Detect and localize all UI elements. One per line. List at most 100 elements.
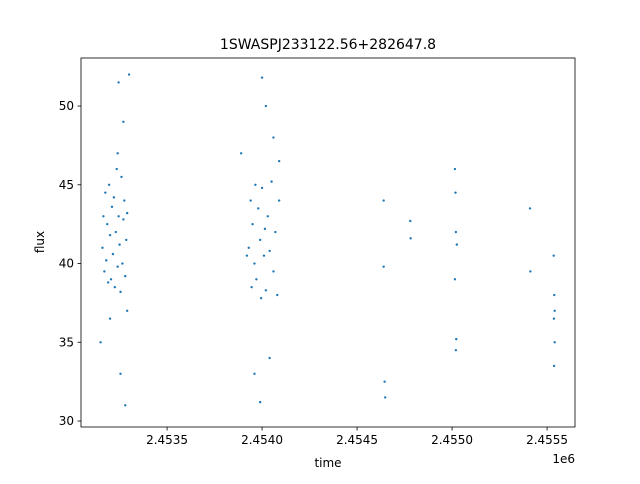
point — [277, 159, 281, 163]
point — [253, 262, 256, 265]
point — [268, 356, 271, 360]
point — [553, 309, 556, 312]
point — [125, 309, 129, 312]
point — [108, 233, 112, 237]
point — [259, 296, 263, 300]
point — [99, 341, 102, 344]
point — [552, 317, 556, 320]
point — [122, 218, 125, 221]
point — [120, 175, 123, 179]
point — [409, 237, 412, 240]
point — [107, 183, 111, 186]
point — [239, 152, 243, 155]
x-tick-label: 2.4535 — [146, 433, 188, 447]
point — [260, 76, 264, 79]
point — [114, 230, 117, 234]
y-tick-label: 45 — [59, 178, 74, 192]
point — [266, 215, 269, 218]
point — [455, 243, 459, 246]
point — [528, 207, 532, 210]
point — [253, 372, 256, 375]
point — [454, 230, 458, 234]
point — [124, 404, 127, 407]
y-tick-label: 40 — [59, 257, 74, 271]
point — [105, 259, 108, 262]
point — [118, 243, 121, 246]
point — [117, 215, 120, 218]
chart-title: 1SWASPJ233122.56+282647.8 — [220, 37, 436, 53]
point — [455, 337, 458, 341]
point — [112, 196, 116, 199]
point — [553, 341, 556, 344]
point — [257, 207, 260, 210]
point — [125, 238, 128, 242]
point — [409, 219, 412, 223]
point — [454, 348, 458, 352]
point — [453, 167, 457, 171]
point — [264, 104, 268, 108]
x-offset-label: 1e6 — [552, 452, 575, 466]
point — [552, 364, 556, 368]
point — [101, 246, 104, 249]
point — [255, 278, 258, 281]
point — [103, 270, 106, 273]
point — [116, 152, 119, 155]
point — [123, 199, 126, 202]
point — [277, 199, 281, 202]
point — [254, 183, 257, 186]
point — [249, 199, 252, 202]
point — [115, 167, 118, 171]
point — [119, 372, 122, 375]
point — [106, 281, 110, 284]
y-tick-label: 35 — [59, 335, 74, 349]
point — [263, 227, 267, 231]
point — [264, 289, 268, 292]
point — [113, 285, 117, 289]
y-tick-label: 30 — [59, 414, 74, 428]
point — [260, 186, 264, 190]
x-tick-label: 2.4540 — [241, 433, 283, 447]
point — [270, 180, 273, 183]
point — [251, 222, 254, 226]
point — [119, 290, 122, 294]
point — [382, 199, 385, 202]
point — [454, 191, 457, 194]
x-tick-label: 2.4545 — [336, 433, 378, 447]
point — [553, 293, 556, 297]
point — [268, 249, 271, 253]
point — [529, 270, 532, 273]
point — [109, 278, 113, 281]
point — [104, 191, 107, 194]
x-axis-label: time — [314, 456, 341, 470]
point — [258, 238, 262, 242]
point — [102, 215, 105, 218]
x-tick-label: 2.4555 — [526, 433, 568, 447]
point — [125, 211, 129, 215]
point — [247, 246, 250, 249]
point — [250, 285, 253, 289]
point — [276, 293, 279, 297]
point — [383, 396, 387, 399]
point — [106, 222, 109, 226]
y-axis-label: flux — [33, 231, 47, 253]
point — [258, 400, 262, 404]
point — [111, 252, 115, 256]
point — [274, 230, 277, 234]
point — [110, 205, 114, 209]
point — [272, 270, 275, 273]
point — [453, 278, 457, 281]
point — [245, 254, 249, 257]
point — [383, 380, 386, 383]
point — [116, 265, 119, 268]
x-tick-label: 2.4550 — [431, 433, 473, 447]
point — [272, 136, 275, 139]
point — [121, 262, 124, 265]
point — [262, 254, 266, 257]
point — [127, 73, 131, 76]
point — [552, 254, 555, 257]
point — [108, 317, 112, 320]
point — [117, 81, 120, 84]
point — [382, 265, 385, 268]
point — [124, 274, 127, 278]
